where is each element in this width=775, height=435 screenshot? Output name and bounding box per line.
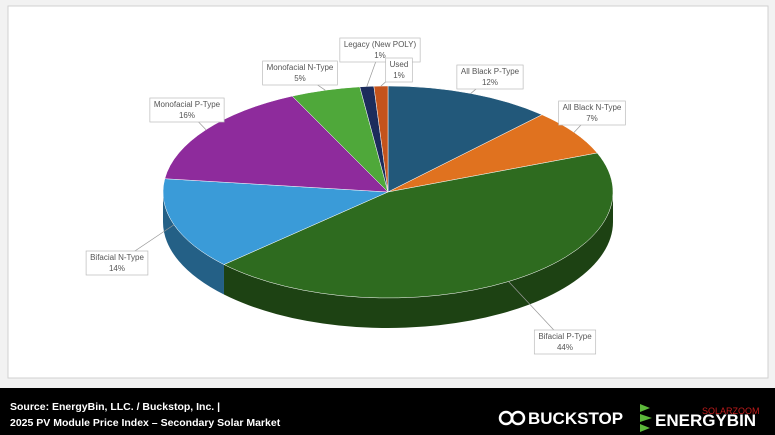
data-label: All Black P-Type 12% [456,64,524,90]
pie-chart: All Black P-Type 12% All Black N-Type 7% Bif… [85,37,626,355]
slice [373,85,389,193]
slice-side [223,192,613,328]
data-label: Monofacial N-Type 5% [262,60,338,86]
label-value: 7% [586,114,598,123]
slice-walls [163,192,613,328]
label-category: Legacy (New POLY) [344,40,417,49]
label-box [456,64,524,90]
slice [164,95,389,193]
label-box [149,97,225,123]
source-line: 2025 PV Module Price Index – Secondary S… [10,417,281,429]
label-value: 16% [179,111,195,120]
data-label: Monofacial P-Type 16% [149,97,225,123]
label-category: Bifacial N-Type [90,253,144,262]
buckstop-logo: BUCKSTOP [498,409,623,428]
label-category: Monofacial P-Type [154,100,221,109]
data-label: Used 1% [385,57,413,83]
slice-tops [162,85,614,299]
labels: All Black P-Type 12% All Black N-Type 7% Bif… [85,37,626,355]
label-category: All Black P-Type [461,67,520,76]
logo-text: ENERGYBIN [655,411,756,430]
label-category: Used [390,60,409,69]
energybin-logo: ENERGYBIN [640,404,756,432]
label-box [385,57,413,83]
label-value: 1% [393,71,405,80]
label-box [85,250,149,276]
source-line: Source: EnergyBin, LLC. / Buckstop, Inc.… [10,401,220,413]
label-value: 44% [557,343,573,352]
label-value: 12% [482,78,498,87]
label-box [533,329,597,355]
label-box [262,60,338,86]
watermark: SOLARZOOM [702,406,760,416]
data-label: Bifacial P-Type 44% [533,329,597,355]
logo-text: BUCKSTOP [528,409,623,428]
label-value: 1% [374,51,386,60]
label-category: Monofacial N-Type [267,63,334,72]
logo-icon [640,404,652,432]
label-value: 5% [294,74,306,83]
logo-icon [510,410,526,426]
label-category: Bifacial P-Type [538,332,592,341]
data-label: All Black N-Type 7% [558,100,626,126]
slice-side [163,192,224,295]
label-category: All Black N-Type [563,103,622,112]
slice [387,85,543,193]
label-box [558,100,626,126]
label-value: 14% [109,264,125,273]
data-label: Bifacial N-Type 14% [85,250,149,276]
